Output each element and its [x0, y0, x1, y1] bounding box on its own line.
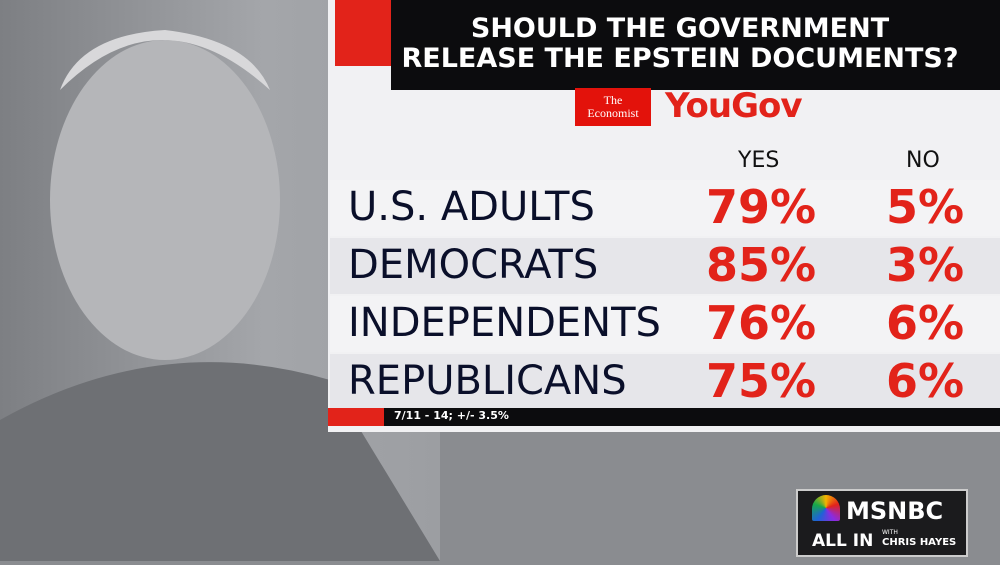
table-row: [330, 238, 1000, 294]
network-logo: MSNBC ALL IN WITH CHRIS HAYES: [796, 489, 968, 557]
show: ALL IN: [812, 531, 874, 551]
footer-bar: [328, 408, 1000, 426]
column-header: YES: [738, 148, 780, 173]
no-value: 3%: [886, 238, 965, 292]
title: SHOULD THE GOVERNMENT: [470, 13, 890, 44]
table-row: [330, 180, 1000, 236]
title: RELEASE THE EPSTEIN DOCUMENTS?: [401, 43, 959, 74]
yes-value: 76%: [706, 296, 817, 350]
source-logo: The Economist: [575, 88, 651, 126]
yes-value: 75%: [706, 354, 817, 408]
table-row: [330, 354, 1000, 410]
no-value: 6%: [886, 296, 965, 350]
face: [50, 40, 280, 360]
with: WITH: [882, 529, 898, 536]
accent: [328, 408, 384, 426]
footnote: 7/11 - 14; +/- 3.5%: [394, 409, 509, 422]
network: MSNBC: [846, 497, 944, 525]
title-bar: [391, 0, 1000, 90]
row-label: DEMOCRATS: [348, 242, 599, 288]
no-value: 6%: [886, 354, 965, 408]
column-header: NO: [906, 148, 940, 173]
peacock: [812, 495, 840, 521]
source: The Economist: [587, 93, 639, 120]
hair: [60, 30, 270, 90]
row-label: INDEPENDENTS: [348, 300, 661, 346]
no-value: 5%: [886, 180, 965, 234]
yes-value: 79%: [706, 180, 817, 234]
table-row: [330, 296, 1000, 352]
yes-value: 85%: [706, 238, 817, 292]
accent: [335, 0, 391, 66]
source: YouGov: [665, 86, 802, 126]
host: CHRIS HAYES: [882, 537, 957, 548]
row-label: U.S. ADULTS: [348, 184, 595, 230]
row-label: REPUBLICANS: [348, 358, 627, 404]
